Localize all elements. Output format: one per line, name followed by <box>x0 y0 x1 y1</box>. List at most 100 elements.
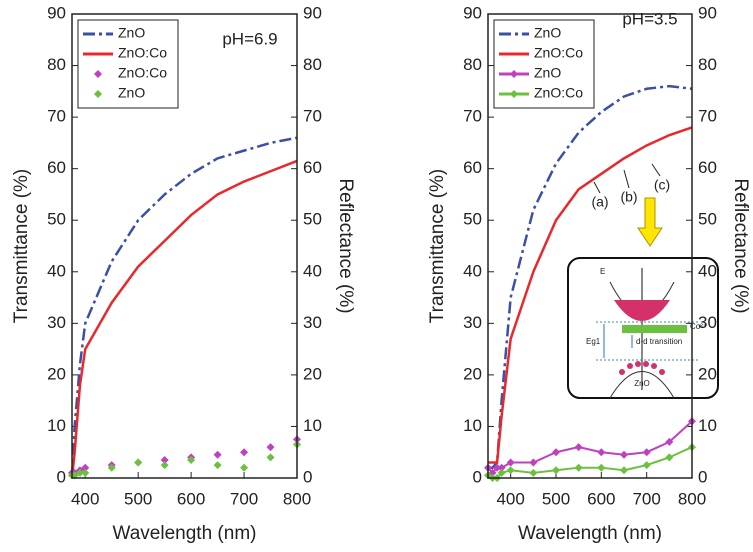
y-tick-label: 60 <box>463 158 482 177</box>
arrow <box>637 197 663 247</box>
y2-tick-label: 60 <box>303 158 322 177</box>
legend-label: ZnO <box>534 65 561 81</box>
marker <box>213 450 222 459</box>
y2-tick-label: 0 <box>303 467 312 486</box>
inset-label: Eg1 <box>586 337 601 346</box>
y-tick-label: 0 <box>473 467 482 486</box>
y-tick-label: 80 <box>463 55 482 74</box>
marker <box>552 448 560 457</box>
y2-tick-label: 10 <box>303 416 322 435</box>
y2-tick-label: 50 <box>303 210 322 229</box>
y2-tick-label: 90 <box>303 3 322 22</box>
y-tick-label: 90 <box>463 3 482 22</box>
y2-axis-title: Reflectance (%) <box>730 178 751 313</box>
marker <box>642 461 651 470</box>
annotation: pH=6.9 <box>222 29 277 48</box>
y-tick-label: 80 <box>47 55 66 74</box>
x-axis-title: Wavelength (nm) <box>113 523 257 544</box>
annotation: (c) <box>654 177 670 193</box>
x-tick-label: 700 <box>632 489 660 508</box>
y-axis-title: Transmittance (%) <box>11 169 32 324</box>
marker <box>497 468 506 477</box>
marker <box>81 463 90 472</box>
y-tick-label: 10 <box>463 416 482 435</box>
x-tick-label: 600 <box>177 489 205 508</box>
y2-tick-label: 20 <box>698 364 717 383</box>
x-tick-label: 600 <box>587 489 615 508</box>
x-tick-label: 500 <box>124 489 152 508</box>
x-tick-label: 400 <box>496 489 524 508</box>
y2-tick-label: 30 <box>303 313 322 332</box>
y-tick-label: 0 <box>57 467 66 486</box>
y2-tick-label: 60 <box>698 158 717 177</box>
y2-tick-label: 70 <box>698 107 717 126</box>
marker <box>665 437 674 446</box>
y2-tick-label: 50 <box>698 210 717 229</box>
legend-swatch <box>510 70 518 78</box>
leader <box>623 169 630 189</box>
co-level <box>622 325 687 333</box>
marker <box>134 458 143 467</box>
y-tick-label: 20 <box>463 364 482 383</box>
marker <box>574 463 583 472</box>
inset-label: ZnO <box>634 379 650 388</box>
legend-swatch <box>510 90 518 98</box>
marker <box>506 466 515 475</box>
y-tick-label: 60 <box>47 158 66 177</box>
marker <box>665 453 674 462</box>
y-tick-label: 70 <box>47 107 66 126</box>
marker <box>529 458 538 467</box>
marker <box>529 468 538 477</box>
legend-label: ZnO <box>118 85 145 101</box>
plot-frame <box>487 13 693 479</box>
x-tick-label: 500 <box>542 489 570 508</box>
marker <box>552 466 560 475</box>
marker <box>620 466 628 475</box>
legend-label: ZnO:Co <box>118 45 167 61</box>
y-tick-label: 20 <box>47 364 66 383</box>
legend-label: ZnO <box>534 25 561 41</box>
marker <box>506 458 515 467</box>
y-tick-label: 30 <box>47 313 66 332</box>
marker <box>493 463 502 472</box>
y2-tick-label: 90 <box>698 3 717 22</box>
inset-label: Co²⁺ <box>690 322 707 331</box>
legend-label: ZnO:Co <box>118 65 167 81</box>
marker <box>597 463 606 472</box>
y2-tick-label: 80 <box>698 55 717 74</box>
y-tick-label: 30 <box>463 313 482 332</box>
marker <box>75 468 84 477</box>
marker <box>266 443 275 452</box>
marker <box>213 461 222 470</box>
band-fill <box>614 300 670 321</box>
marker <box>107 463 116 472</box>
marker <box>266 453 275 462</box>
plot-frame <box>71 13 298 479</box>
y2-tick-label: 20 <box>303 364 322 383</box>
annotation: (a) <box>591 194 608 210</box>
annotation: (b) <box>620 189 637 205</box>
y2-tick-label: 30 <box>698 313 717 332</box>
series-line <box>488 126 693 464</box>
marker <box>240 463 249 472</box>
x-tick-label: 800 <box>283 489 311 508</box>
y2-tick-label: 70 <box>303 107 322 126</box>
series-line <box>70 159 298 479</box>
y-tick-label: 40 <box>463 261 482 280</box>
series-line <box>487 420 693 475</box>
marker <box>574 443 583 452</box>
y-tick-label: 40 <box>47 261 66 280</box>
x-tick-label: 700 <box>230 489 258 508</box>
y-axis-title: Transmittance (%) <box>427 169 448 324</box>
marker <box>187 455 196 464</box>
x-axis-title: Wavelength (nm) <box>518 523 662 544</box>
x-tick-label: 800 <box>678 489 706 508</box>
y-tick-label: 70 <box>463 107 482 126</box>
inset-label: E <box>600 267 605 276</box>
y2-tick-label: 40 <box>698 261 717 280</box>
y2-tick-label: 40 <box>303 261 322 280</box>
legend-swatch <box>94 70 102 78</box>
marker <box>620 450 628 459</box>
holes <box>619 361 665 375</box>
series-line <box>70 136 298 479</box>
